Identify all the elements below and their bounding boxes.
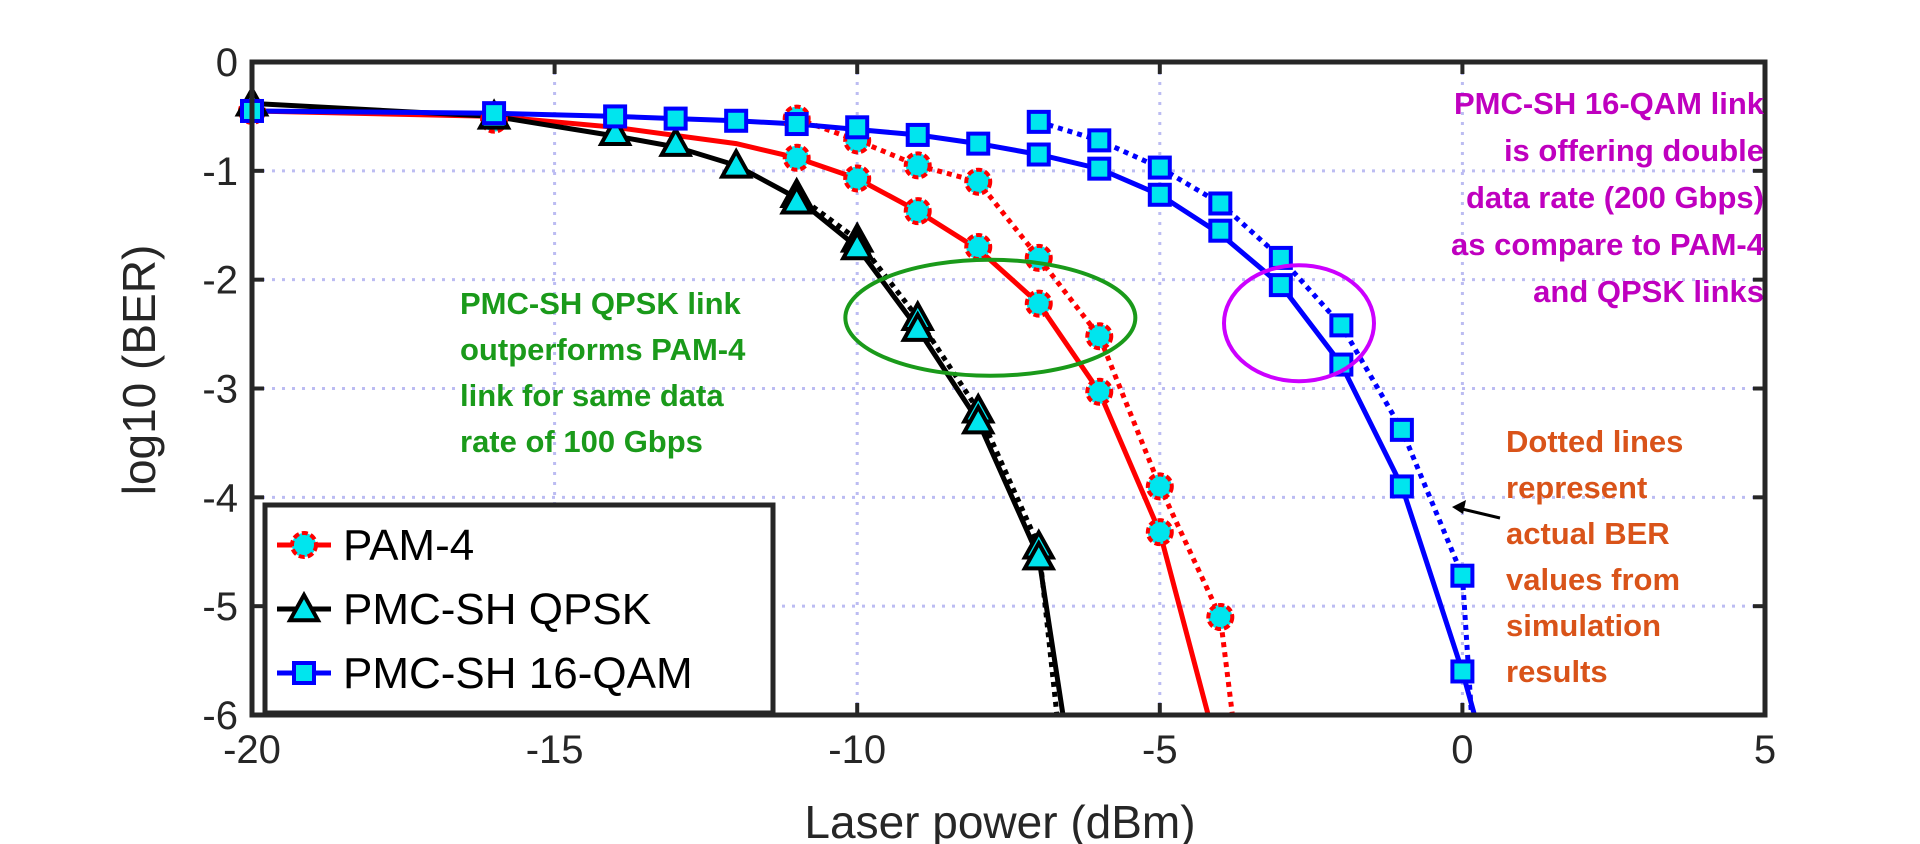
pmc-sh-qpsk-point xyxy=(658,125,694,157)
plot-frame xyxy=(249,59,1768,718)
pmc-sh-16-qam-actual-point xyxy=(1389,417,1414,442)
grid-lines xyxy=(252,62,1765,715)
y-tick-label: -5 xyxy=(202,585,238,629)
pam-4-actual-point xyxy=(1145,472,1174,501)
pam-4-actual-point xyxy=(1206,603,1235,632)
annotation-text: PMC-SH QPSK link outperforms PAM-4 link fo… xyxy=(460,286,746,459)
pmc-sh-qpsk-point xyxy=(718,147,754,179)
pmc-sh-16-qam-point xyxy=(663,106,688,131)
pmc-sh-16-qam-actual-point xyxy=(1087,128,1112,153)
legend-marker xyxy=(292,661,316,685)
pmc-sh-16-qam-point xyxy=(845,115,870,140)
pam-4-point xyxy=(903,197,932,226)
pam-4-point xyxy=(1145,518,1174,547)
y-tick-label: -3 xyxy=(202,368,238,412)
annotation-line: is offering double xyxy=(1504,133,1764,168)
x-axis-label: Laser power (dBm) xyxy=(804,796,1195,844)
arrow-head xyxy=(1452,500,1466,514)
annotation-line: data rate (200 Gbps) xyxy=(1466,180,1764,215)
pmc-sh-16-qam-point xyxy=(482,101,507,126)
pmc-sh-16-qam-point xyxy=(724,108,749,133)
pmc-sh-qpsk-point xyxy=(597,114,633,146)
pam-4-point xyxy=(1024,289,1053,318)
y-tick-label: -4 xyxy=(202,476,238,520)
pmc-sh-16-qam-point xyxy=(784,112,809,137)
annotation-line: PMC-SH 16-QAM link xyxy=(1454,86,1765,121)
x-tick-label: 5 xyxy=(1754,728,1776,772)
pmc-sh-16-qam-point xyxy=(1268,273,1293,298)
annotation-line: results xyxy=(1506,654,1608,689)
pam-4-actual-point xyxy=(1085,322,1114,351)
annotation-line: as compare to PAM-4 xyxy=(1451,227,1765,262)
legend-marker xyxy=(290,531,318,559)
annotations: PMC-SH QPSK link outperforms PAM-4 link fo… xyxy=(460,86,1765,689)
pmc-sh-qpsk-actual-line xyxy=(795,192,1060,715)
annotation-line: Dotted lines xyxy=(1506,424,1683,459)
annotation-line: outperforms PAM-4 xyxy=(460,332,746,367)
pam-4-fit-line xyxy=(252,108,1211,715)
pmc-sh-qpsk-point xyxy=(1021,539,1057,571)
highlight-ellipse xyxy=(1221,263,1376,384)
x-tick-label: -10 xyxy=(828,728,886,772)
pam-4-actual-point xyxy=(1024,243,1053,272)
pmc-sh-16-qam-actual-point xyxy=(1147,155,1172,180)
annotation-text: Dotted lines represent actual BER values fr… xyxy=(1506,424,1683,689)
legend-label: PMC-SH 16-QAM xyxy=(343,649,693,698)
annotation-line: and QPSK links xyxy=(1533,274,1764,309)
pmc-sh-16-qam-actual-point xyxy=(1450,563,1475,588)
annotation-line: rate of 100 Gbps xyxy=(460,424,703,459)
pmc-sh-16-qam-point xyxy=(1087,156,1112,181)
pmc-sh-qpsk-point xyxy=(839,228,875,261)
pmc-sh-16-qam-point xyxy=(1450,659,1475,684)
pmc-sh-16-qam-point xyxy=(1147,182,1172,207)
legend-marker xyxy=(286,590,322,623)
annotation-line: actual BER xyxy=(1506,516,1670,551)
pmc-sh-qpsk-point xyxy=(960,403,996,435)
pam-4-point xyxy=(1085,377,1114,406)
annotation-arrow xyxy=(1457,506,1501,520)
pmc-sh-16-qam-point xyxy=(1389,474,1414,499)
pam-4-point xyxy=(843,164,872,193)
annotation-line: represent xyxy=(1506,470,1647,505)
y-axis-label: log10 (BER) xyxy=(113,245,165,496)
y-tick-label: -2 xyxy=(202,259,238,303)
annotation-line: simulation xyxy=(1506,608,1661,643)
x-tick-label: -5 xyxy=(1142,728,1178,772)
legend-label: PAM-4 xyxy=(343,521,474,570)
legend-label: PMC-SH QPSK xyxy=(343,585,651,634)
annotation-line: values from xyxy=(1506,562,1680,597)
pmc-sh-16-qam-point xyxy=(966,131,991,156)
pmc-sh-16-qam-actual-point xyxy=(1329,313,1354,338)
pmc-sh-16-qam-point xyxy=(1208,218,1233,243)
pam-4-actual-line xyxy=(795,116,1235,715)
pmc-sh-16-qam-actual-point xyxy=(1026,109,1051,134)
pmc-sh-16-qam-point xyxy=(603,104,628,129)
x-tick-label: 0 xyxy=(1451,728,1473,772)
pmc-sh-qpsk-point xyxy=(779,183,815,215)
legend: PAM-4 PMC-SH QPSK PMC-SH 16-QAM xyxy=(262,502,776,716)
series-markers xyxy=(234,85,1475,684)
y-tick-label: -1 xyxy=(202,150,238,194)
pam-4-actual-point xyxy=(903,151,932,180)
pam-4-actual-point xyxy=(964,167,993,196)
x-tick-label: -20 xyxy=(223,728,281,772)
annotation-line: link for same data xyxy=(460,378,724,413)
axes xyxy=(249,59,1768,718)
pam-4-point xyxy=(964,233,993,262)
legend-box xyxy=(262,502,776,716)
annotation-text: PMC-SH 16-QAM link is offering double data… xyxy=(1451,86,1765,309)
x-tick-label: -15 xyxy=(526,728,584,772)
y-tick-label: 0 xyxy=(216,41,238,85)
pmc-sh-16-qam-point xyxy=(905,122,930,147)
pam-4-point xyxy=(782,143,811,172)
annotation-line: PMC-SH QPSK link xyxy=(460,286,742,321)
y-tick-label: -6 xyxy=(202,694,238,738)
pmc-sh-16-qam-point xyxy=(1026,142,1051,167)
pmc-sh-qpsk-point xyxy=(900,310,936,342)
highlight-ellipse xyxy=(843,257,1138,378)
pmc-sh-16-qam-actual-point xyxy=(1208,191,1233,216)
tick-labels: -20 -15 -10 -5 0 5 0 -1 -2 -3 -4 -5 -6 xyxy=(202,41,1776,772)
